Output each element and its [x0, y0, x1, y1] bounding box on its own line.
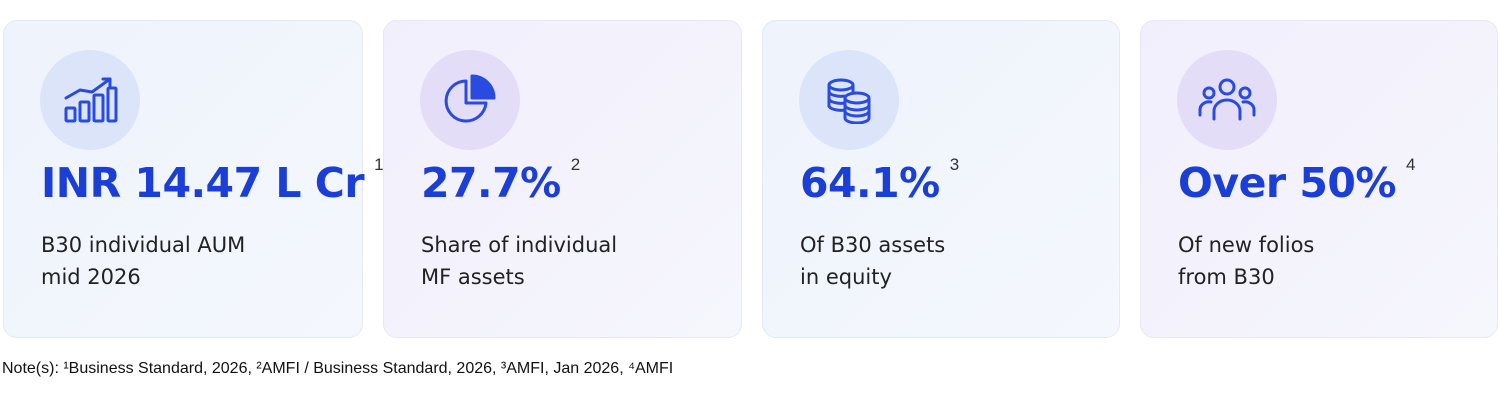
stat-value: 27.7% 2	[421, 155, 580, 207]
stat-value: Over 50% 4	[1178, 155, 1415, 207]
pie-chart-icon	[444, 74, 496, 123]
footnote-ref: 2	[570, 155, 580, 174]
footnote-ref: 1	[374, 155, 384, 174]
stat-card-equity: 64.1% 3 Of B30 assets in equity	[762, 20, 1120, 338]
stat-description: Of B30 assets in equity	[800, 233, 946, 289]
stat-card-folios: Over 50% 4 Of new folios from B30	[1140, 20, 1498, 338]
stat-value: INR 14.47 L Cr 1	[41, 155, 384, 207]
users-group-icon	[1198, 78, 1256, 121]
bar-chart-growth-icon	[64, 77, 118, 123]
icon-badge	[40, 50, 140, 150]
coin-stack-icon	[827, 78, 871, 124]
stat-description: B30 individual AUM mid 2026	[41, 233, 246, 289]
stat-card-aum: INR 14.47 L Cr 1 B30 individual AUM mid 20…	[3, 20, 384, 338]
icon-badge	[1177, 50, 1277, 150]
stat-description: Of new folios from B30	[1178, 233, 1315, 289]
icon-badge	[420, 50, 520, 150]
footnote-sources: Note(s): ¹Business Standard, 2026, ²AMFI…	[2, 360, 674, 377]
footnote-ref: 3	[949, 155, 959, 174]
stat-description: Share of individual MF assets	[421, 233, 618, 289]
stats-cards-row: INR 14.47 L Cr 1 B30 individual AUM mid 20…	[0, 20, 1500, 338]
icon-badge	[799, 50, 899, 150]
stat-card-share: 27.7% 2 Share of individual MF assets	[383, 20, 742, 338]
stat-value: 64.1% 3	[800, 155, 959, 207]
footnote-ref: 4	[1406, 155, 1415, 174]
